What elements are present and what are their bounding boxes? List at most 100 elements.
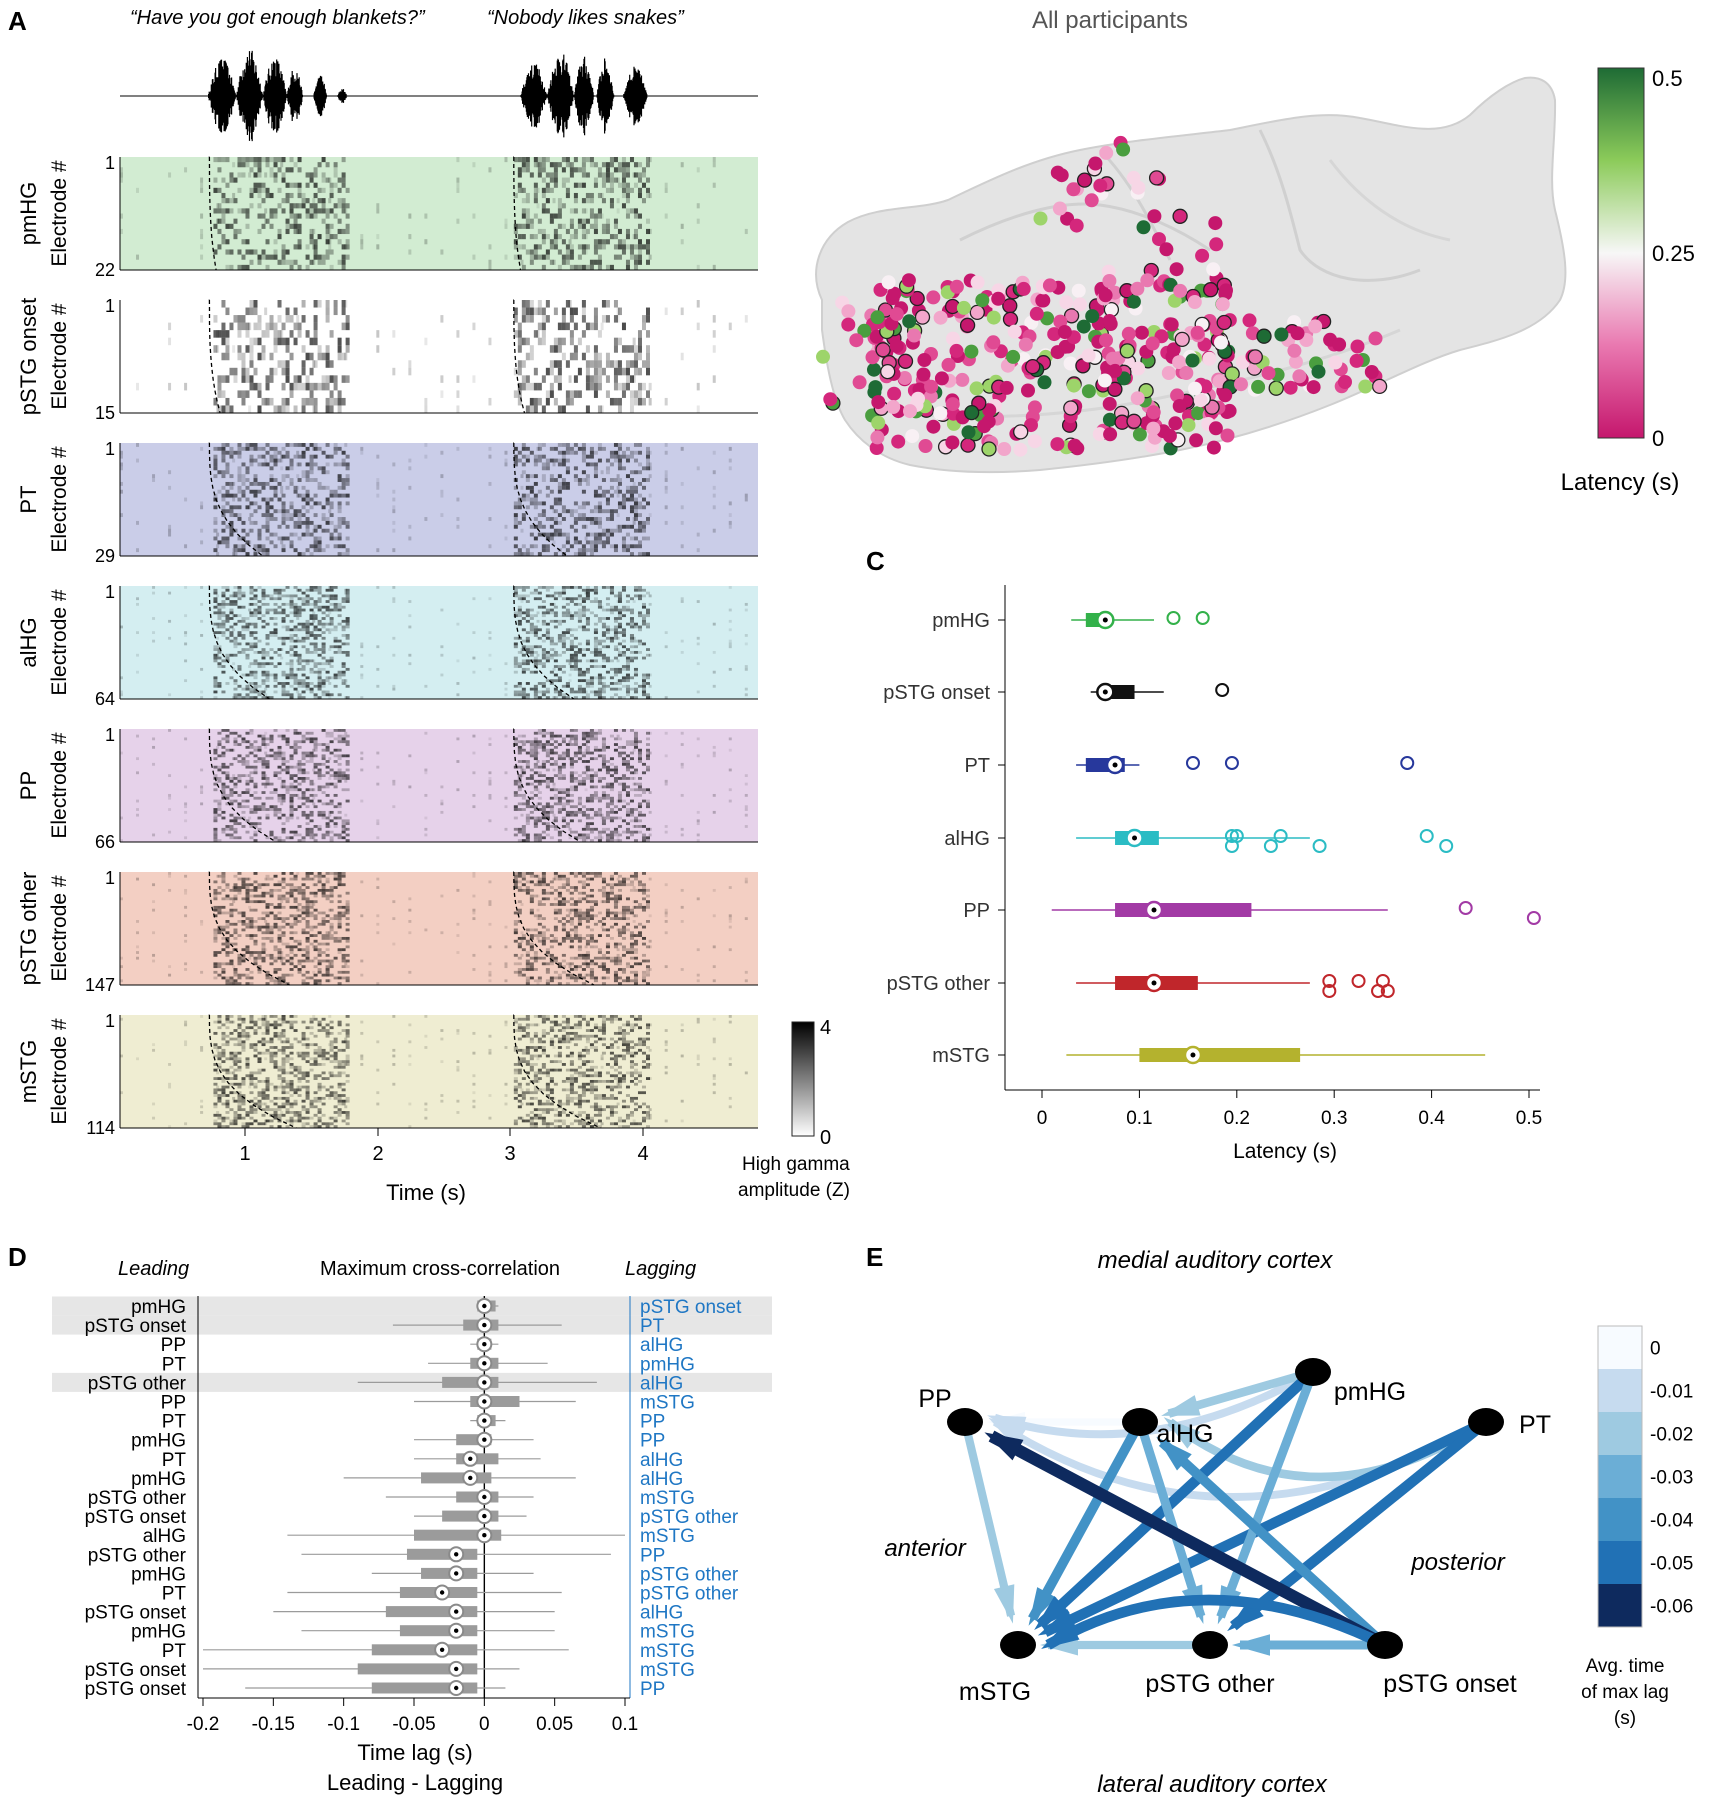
raster-mark	[333, 382, 338, 391]
raster-mark	[281, 754, 286, 758]
raster-mark	[281, 793, 286, 797]
raster-noise	[296, 762, 300, 766]
raster-mark	[593, 517, 598, 521]
raster-mark	[229, 405, 234, 413]
raster-mark	[333, 625, 338, 629]
raster-mark	[341, 322, 346, 331]
raster-noise	[232, 528, 236, 533]
raster-mark	[581, 470, 586, 475]
raster-mark	[213, 813, 218, 817]
raster-mark	[625, 679, 630, 683]
raster-mark	[237, 322, 242, 331]
onset-sort-line	[208, 156, 217, 271]
raster-mark	[321, 517, 326, 521]
raster-mark	[529, 782, 534, 786]
raster-mark	[305, 796, 310, 800]
raster-mark	[537, 628, 542, 632]
raster-mark	[593, 827, 598, 831]
raster-mark	[581, 450, 586, 455]
raster-noise	[296, 690, 300, 694]
raster-mark	[605, 833, 610, 837]
raster-mark	[621, 157, 626, 163]
raster-mark	[553, 793, 558, 797]
raster-mark	[241, 605, 246, 609]
raster-mark	[281, 509, 286, 514]
raster-mark	[553, 605, 558, 609]
raster-mark	[325, 662, 330, 666]
raster-mark	[549, 259, 554, 265]
raster-mark	[245, 754, 250, 758]
raster-mark	[521, 517, 526, 521]
raster-mark	[337, 774, 342, 778]
raster-mark	[633, 673, 638, 677]
raster-mark	[569, 785, 574, 789]
raster-noise	[184, 497, 188, 502]
raster-noise	[712, 793, 716, 797]
raster-mark	[621, 667, 626, 671]
raster-noise	[664, 825, 668, 828]
raster-mark	[521, 839, 526, 842]
raster-noise	[360, 757, 364, 761]
raster-noise	[168, 322, 172, 331]
raster-mark	[565, 162, 570, 168]
raster-mark	[257, 693, 262, 697]
raster-mark	[325, 405, 330, 413]
raster-noise	[376, 208, 380, 214]
raster-mark	[289, 765, 294, 769]
raster-mark	[553, 478, 558, 482]
raster-mark	[517, 793, 522, 797]
raster-noise	[472, 597, 476, 601]
raster-mark	[225, 588, 230, 592]
raster-noise	[488, 771, 492, 775]
raster-noise	[280, 648, 284, 651]
raster-mark	[277, 300, 282, 308]
raster-mark	[561, 485, 566, 490]
raster-mark	[545, 825, 550, 828]
raster-mark	[629, 509, 634, 514]
raster-mark	[585, 760, 590, 763]
raster-mark	[593, 177, 598, 183]
raster-mark	[341, 493, 346, 498]
raster-mark	[525, 192, 530, 199]
raster-mark	[249, 822, 254, 826]
raster-mark	[629, 650, 634, 654]
raster-mark	[253, 684, 258, 688]
raster-mark	[337, 648, 342, 651]
raster-mark	[641, 833, 646, 837]
raster-noise	[552, 532, 556, 537]
raster-noise	[328, 177, 332, 183]
raster-mark	[213, 330, 218, 338]
raster-mark	[261, 485, 266, 490]
raster-mark	[213, 187, 218, 193]
raster-mark	[257, 182, 262, 188]
raster-mark	[645, 307, 650, 316]
raster-mark	[273, 836, 278, 840]
raster-mark	[525, 662, 530, 666]
raster-mark	[645, 330, 650, 338]
raster-mark	[281, 611, 286, 615]
raster-mark	[597, 524, 602, 529]
raster-mark	[625, 760, 630, 763]
raster-mark	[321, 187, 326, 193]
raster-mark	[301, 684, 306, 688]
raster-mark	[309, 352, 314, 361]
raster-mark	[553, 819, 558, 823]
raster-mark	[273, 650, 278, 654]
raster-noise	[312, 782, 316, 786]
raster-mark	[557, 532, 562, 537]
raster-mark	[241, 740, 246, 744]
raster-mark	[637, 367, 642, 376]
raster-mark	[621, 454, 626, 459]
raster-mark	[337, 337, 342, 346]
raster-mark	[629, 608, 634, 612]
raster-mark	[557, 198, 562, 204]
raster-noise	[568, 239, 572, 245]
raster-mark	[593, 367, 598, 376]
raster-mark	[229, 748, 234, 752]
raster-noise	[280, 782, 284, 786]
raster-mark	[565, 751, 570, 755]
raster-noise	[440, 489, 444, 494]
raster-mark	[641, 485, 646, 490]
raster-mark	[293, 203, 298, 209]
raster-mark	[281, 548, 286, 553]
